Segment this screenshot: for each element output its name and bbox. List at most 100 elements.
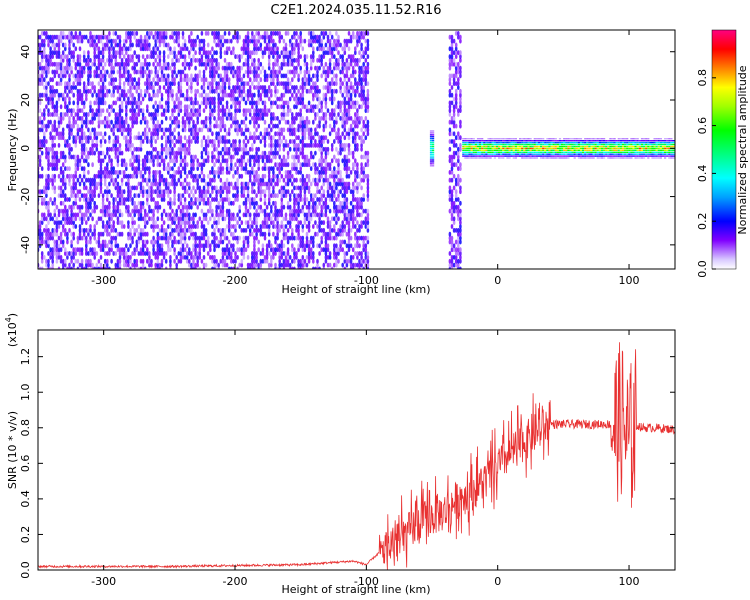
heatmap-cell	[101, 224, 105, 229]
heatmap-cell	[333, 96, 336, 102]
heatmap-cell	[127, 262, 130, 268]
heatmap-cell	[74, 181, 78, 187]
heatmap-cell	[183, 185, 187, 191]
heatmap-cell	[55, 104, 59, 110]
heatmap-cell	[82, 146, 86, 152]
heatmap-cell	[68, 119, 71, 125]
heatmap-cell	[76, 81, 80, 86]
heatmap-cell	[110, 92, 113, 98]
heatmap-cell	[141, 139, 145, 144]
heatmap-cell	[76, 154, 80, 160]
heatmap-cell	[66, 255, 69, 260]
heatmap-cell	[125, 255, 128, 260]
heatmap-cell	[68, 81, 71, 86]
heatmap-cell	[68, 77, 71, 83]
heatmap-cell	[116, 50, 120, 56]
heatmap-cell	[125, 146, 128, 152]
heatmap-cell	[99, 150, 103, 156]
heatmap-cell	[118, 61, 122, 67]
heatmap-cell	[194, 189, 197, 195]
heatmap-cell	[236, 220, 239, 226]
heatmap-cell	[114, 31, 118, 36]
heatmap-cell	[99, 131, 103, 137]
heatmap-cell	[213, 255, 216, 260]
heatmap-cell	[101, 200, 105, 206]
heatmap-cell	[143, 88, 147, 94]
heatmap-cell	[118, 189, 122, 195]
heatmap-cell	[45, 73, 48, 79]
heatmap-cell	[257, 239, 261, 245]
heatmap-cell	[87, 88, 90, 94]
heatmap-cell	[112, 100, 115, 106]
heatmap-cell	[114, 77, 118, 83]
heatmap-cell	[335, 88, 338, 94]
heatmap-cell	[47, 112, 50, 117]
heatmap-cell	[133, 220, 136, 226]
heatmap-cell	[263, 69, 267, 75]
heatmap-cell	[97, 61, 101, 67]
heatmap-cell	[47, 208, 50, 214]
heatmap-cell	[139, 139, 143, 144]
heatmap-cell	[120, 61, 124, 67]
heatmap-cell	[89, 239, 92, 245]
heatmap-cell	[141, 243, 145, 249]
heatmap-cell	[179, 100, 183, 106]
heatmap-cell	[53, 208, 57, 214]
heatmap-cell	[101, 92, 105, 98]
heatmap-cell	[51, 177, 54, 183]
heatmap-cell	[97, 123, 101, 129]
heatmap-cell	[59, 166, 63, 172]
heatmap-cell	[87, 258, 90, 264]
heatmap-cell	[59, 258, 63, 264]
heatmap-cell	[57, 73, 61, 79]
heatmap-cell	[143, 69, 147, 75]
heatmap-cell	[55, 131, 59, 137]
heatmap-cell	[89, 108, 92, 113]
heatmap-cell	[194, 123, 197, 129]
heatmap-cell	[74, 212, 78, 218]
heatmap-cell	[89, 69, 92, 75]
heatmap-cell	[125, 69, 128, 75]
heatmap-cell	[112, 139, 115, 144]
heatmap-cell	[322, 46, 326, 52]
heatmap-cell	[99, 158, 103, 164]
heatmap-cell	[116, 243, 120, 249]
heatmap-cell	[99, 139, 103, 144]
heatmap-cell	[131, 100, 134, 106]
heatmap-cell	[51, 150, 54, 156]
heatmap-cell	[97, 112, 101, 117]
heatmap-cell	[272, 38, 275, 44]
heatmap-cell	[61, 42, 65, 48]
heatmap-cell	[72, 204, 75, 210]
heatmap-cell	[301, 173, 305, 179]
heatmap-cell	[93, 127, 96, 133]
heatmap-cell	[68, 50, 71, 56]
heatmap-cell	[82, 197, 86, 202]
heatmap-cell	[146, 85, 149, 90]
heatmap-cell	[43, 139, 46, 144]
heatmap-cell	[227, 108, 231, 113]
heatmap-cell	[43, 185, 46, 191]
heatmap-cell	[101, 100, 105, 106]
heatmap-cell	[196, 204, 199, 210]
heatmap-cell	[232, 154, 235, 160]
heatmap-cell	[82, 85, 86, 90]
heatmap-cell	[198, 104, 202, 110]
heatmap-cell	[78, 58, 82, 63]
heatmap-cell	[200, 92, 204, 98]
heatmap-cell	[272, 112, 275, 117]
heatmap-cell	[57, 123, 61, 129]
heatmap-cell	[129, 42, 132, 48]
heatmap-cell	[116, 135, 120, 141]
heatmap-cell	[103, 42, 107, 48]
heatmap-cell	[139, 108, 143, 113]
heatmap-cell	[108, 251, 111, 256]
heatmap-cell	[131, 224, 134, 229]
heatmap-cell	[59, 116, 63, 121]
heatmap-cell	[64, 46, 67, 52]
heatmap-cell	[209, 200, 212, 206]
heatmap-cell	[103, 77, 107, 83]
heatmap-cell	[68, 173, 71, 179]
heatmap-cell	[120, 50, 124, 56]
heatmap-cell	[110, 228, 113, 233]
